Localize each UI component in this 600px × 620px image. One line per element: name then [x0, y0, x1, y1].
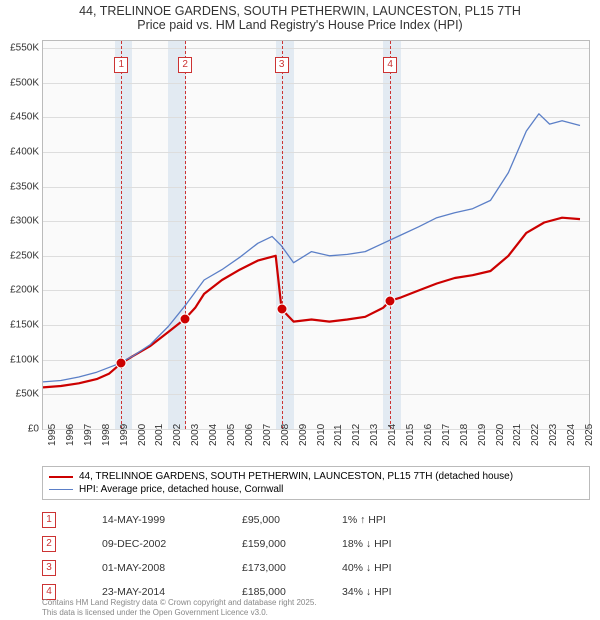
y-axis-label: £0: [3, 424, 39, 435]
x-axis-label: 1997: [83, 424, 94, 446]
cell-price: £95,000: [242, 514, 342, 526]
x-axis-label: 2019: [477, 424, 488, 446]
cell-price: £185,000: [242, 586, 342, 598]
x-axis-label: 2017: [441, 424, 452, 446]
table-row: 114-MAY-1999£95,0001% ↑ HPI: [42, 508, 590, 532]
x-axis-label: 2023: [548, 424, 559, 446]
series-hpi: [43, 114, 580, 382]
title-line1: 44, TRELINNOE GARDENS, SOUTH PETHERWIN, …: [0, 4, 600, 18]
table-row: 301-MAY-2008£173,00040% ↓ HPI: [42, 556, 590, 580]
chart-plot-area: £0£50K£100K£150K£200K£250K£300K£350K£400…: [42, 40, 590, 430]
y-axis-label: £50K: [3, 389, 39, 400]
legend-label: HPI: Average price, detached house, Corn…: [79, 484, 283, 495]
legend-label: 44, TRELINNOE GARDENS, SOUTH PETHERWIN, …: [79, 471, 513, 482]
y-axis-label: £200K: [3, 285, 39, 296]
footer: Contains HM Land Registry data © Crown c…: [42, 598, 590, 617]
cell-price: £173,000: [242, 562, 342, 574]
x-axis-label: 2005: [226, 424, 237, 446]
y-axis-label: £250K: [3, 250, 39, 261]
cell-date: 14-MAY-1999: [102, 514, 242, 526]
y-axis-label: £350K: [3, 181, 39, 192]
legend-row: 44, TRELINNOE GARDENS, SOUTH PETHERWIN, …: [49, 470, 583, 483]
sale-dot: [385, 295, 396, 306]
y-axis-label: £450K: [3, 112, 39, 123]
y-axis-label: £300K: [3, 216, 39, 227]
title-line2: Price paid vs. HM Land Registry's House …: [0, 18, 600, 32]
sales-table: 114-MAY-1999£95,0001% ↑ HPI209-DEC-2002£…: [42, 508, 590, 604]
x-axis-label: 2025: [584, 424, 595, 446]
y-axis-label: £400K: [3, 146, 39, 157]
cell-date: 23-MAY-2014: [102, 586, 242, 598]
x-axis-label: 2003: [190, 424, 201, 446]
legend-swatch: [49, 489, 73, 490]
x-axis-label: 2016: [423, 424, 434, 446]
x-axis-label: 1995: [47, 424, 58, 446]
x-axis-label: 1999: [119, 424, 130, 446]
x-axis-label: 2018: [459, 424, 470, 446]
legend-row: HPI: Average price, detached house, Corn…: [49, 483, 583, 496]
x-axis-label: 1996: [65, 424, 76, 446]
x-axis-label: 2002: [172, 424, 183, 446]
chart-container: 44, TRELINNOE GARDENS, SOUTH PETHERWIN, …: [0, 0, 600, 620]
cell-marker: 2: [42, 536, 102, 552]
x-axis-label: 2007: [262, 424, 273, 446]
x-axis-label: 2010: [316, 424, 327, 446]
sale-marker: 2: [178, 57, 192, 73]
footer-line2: This data is licensed under the Open Gov…: [42, 608, 590, 618]
y-axis-label: £100K: [3, 354, 39, 365]
x-axis-label: 2022: [530, 424, 541, 446]
x-axis-label: 2014: [387, 424, 398, 446]
cell-marker: 3: [42, 560, 102, 576]
cell-pct: 34% ↓ HPI: [342, 586, 482, 598]
footer-line1: Contains HM Land Registry data © Crown c…: [42, 598, 590, 608]
sale-marker: 3: [275, 57, 289, 73]
cell-price: £159,000: [242, 538, 342, 550]
cell-marker: 1: [42, 512, 102, 528]
y-axis-label: £150K: [3, 320, 39, 331]
chart-svg: [43, 41, 589, 429]
x-axis-label: 2008: [280, 424, 291, 446]
x-axis-label: 2000: [137, 424, 148, 446]
x-axis-label: 2006: [244, 424, 255, 446]
x-axis-label: 2001: [154, 424, 165, 446]
y-axis-label: £550K: [3, 42, 39, 53]
y-axis-label: £500K: [3, 77, 39, 88]
cell-pct: 40% ↓ HPI: [342, 562, 482, 574]
x-axis-label: 1998: [101, 424, 112, 446]
x-axis-label: 2009: [298, 424, 309, 446]
cell-date: 01-MAY-2008: [102, 562, 242, 574]
x-axis-label: 2015: [405, 424, 416, 446]
sale-dot: [180, 313, 191, 324]
x-axis-label: 2012: [351, 424, 362, 446]
cell-date: 09-DEC-2002: [102, 538, 242, 550]
x-axis-label: 2021: [512, 424, 523, 446]
x-axis-label: 2013: [369, 424, 380, 446]
sale-marker: 1: [114, 57, 128, 73]
cell-pct: 1% ↑ HPI: [342, 514, 482, 526]
sale-dot: [116, 358, 127, 369]
table-row: 209-DEC-2002£159,00018% ↓ HPI: [42, 532, 590, 556]
sale-dot: [276, 304, 287, 315]
x-axis-label: 2004: [208, 424, 219, 446]
sale-marker: 4: [383, 57, 397, 73]
cell-pct: 18% ↓ HPI: [342, 538, 482, 550]
x-axis-label: 2011: [333, 424, 344, 446]
x-axis-label: 2024: [566, 424, 577, 446]
title-block: 44, TRELINNOE GARDENS, SOUTH PETHERWIN, …: [0, 0, 600, 34]
legend-swatch: [49, 476, 73, 478]
legend: 44, TRELINNOE GARDENS, SOUTH PETHERWIN, …: [42, 466, 590, 500]
x-axis-label: 2020: [495, 424, 506, 446]
